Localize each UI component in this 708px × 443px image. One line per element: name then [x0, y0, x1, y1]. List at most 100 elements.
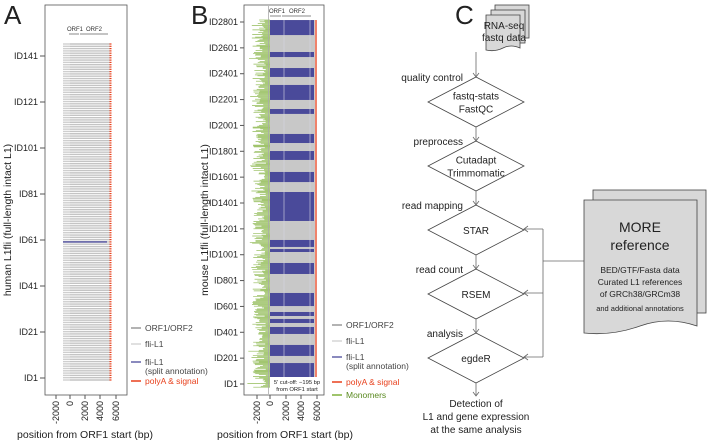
input-line2: fastq data — [482, 33, 526, 44]
split-annotation-band — [270, 326, 314, 334]
split-annotation-band — [270, 311, 314, 316]
panel-c-label: C — [455, 0, 474, 30]
y-tick-label: ID601 — [214, 301, 238, 311]
legend-split: fli-L1 — [346, 352, 365, 362]
reference-line1: BED/GTF/Fasta data — [600, 265, 680, 275]
split-annotation-band — [270, 249, 314, 252]
split-annotation-band — [270, 262, 314, 274]
cutoff-note-line1: 5' cut-off: −195 bp — [274, 380, 320, 386]
x-tick-label: 0 — [265, 401, 275, 406]
legend-polya: polyA & signal — [346, 377, 400, 387]
split-annotation-band — [270, 68, 314, 77]
y-tick-label: ID81 — [19, 189, 38, 199]
reference-line4: and additional annotations — [596, 304, 684, 313]
legend-split-sub: (split annotation) — [145, 366, 208, 376]
reference-document: MORE reference BED/GTF/Fasta data Curate… — [583, 189, 707, 335]
orf2-label: ORF2 — [86, 27, 103, 33]
split-annotation-band — [270, 84, 314, 100]
x-tick-label: 6000 — [111, 401, 121, 421]
panel-b-x-ticks: -2000 0 2000 4000 6000 — [252, 395, 322, 424]
panel-a-x-ticks: -2000 0 2000 4000 6000 — [51, 395, 121, 424]
tool-label: egdeR — [461, 354, 490, 365]
panel-c: C RNA-seq fastq data quality control fast… — [401, 0, 707, 436]
split-annotation-band — [270, 344, 314, 356]
x-tick-label: 2000 — [281, 401, 291, 421]
y-tick-label: ID2001 — [209, 120, 238, 130]
panel-a-y-label: human L1fli (full-length intact L1) — [2, 144, 14, 296]
panel-b-rows — [247, 19, 317, 388]
reference-title2: reference — [610, 237, 669, 253]
y-tick-label: ID141 — [14, 51, 38, 61]
x-tick-label: 2000 — [80, 401, 90, 421]
panel-a-y-ticks: ID141 ID121 ID101 ID81 ID61 ID41 ID21 ID1 — [14, 51, 45, 383]
legend-fli: fli-L1 — [346, 336, 365, 346]
y-tick-label: ID41 — [19, 281, 38, 291]
y-tick-label: ID201 — [214, 353, 238, 363]
orf1-label: ORF1 — [67, 27, 84, 33]
legend-split-sub: (split annotation) — [346, 361, 409, 371]
tool-label: RSEM — [462, 290, 491, 301]
split-annotation-band — [270, 292, 314, 307]
x-tick-label: -2000 — [51, 401, 61, 424]
panel-b-legend: ORF1/ORF2 fli-L1 fli-L1 (split annotatio… — [332, 320, 409, 400]
reference-line2: Curated L1 references — [598, 277, 683, 287]
legend-mono: Monomers — [346, 390, 386, 400]
x-tick-label: 4000 — [296, 401, 306, 421]
y-tick-label: ID61 — [19, 235, 38, 245]
reference-connector — [523, 225, 584, 361]
stage-label: quality control — [401, 73, 463, 84]
y-tick-label: ID401 — [214, 327, 238, 337]
y-tick-label: ID1 — [224, 379, 238, 389]
y-tick-label: ID2201 — [209, 95, 238, 105]
y-tick-label: ID2401 — [209, 69, 238, 79]
x-tick-label: -2000 — [252, 401, 262, 424]
panel-b-y-ticks: ID2801 ID2601 ID2401 ID2201 ID2001 ID1801 ID16… — [209, 17, 244, 389]
x-tick-label: 0 — [65, 401, 75, 406]
input-line1: RNA-seq — [484, 21, 525, 32]
panel-a-label: A — [4, 0, 22, 30]
panel-a: A ORF1 ORF2 ID141ID121ID101ID81ID61ID41I… — [2, 0, 208, 441]
x-tick-label: 4000 — [95, 401, 105, 421]
y-tick-label: ID1001 — [209, 250, 238, 260]
tool-label: STAR — [463, 226, 489, 237]
panel-b-x-label: position from ORF1 start (bp) — [217, 429, 353, 441]
output-line3: at the same analysis — [430, 425, 521, 436]
legend-orf: ORF1/ORF2 — [145, 323, 193, 333]
panel-b-y-label: mouse L1fli (full-length intact L1) — [199, 144, 211, 296]
tool-label: Trimmomatic — [447, 169, 504, 180]
stage-label: analysis — [427, 329, 463, 340]
split-annotation-band — [270, 51, 314, 58]
panel-a-legend: ORF1/ORF2 fli-L1 fli-L1 (split annotatio… — [131, 323, 208, 386]
panel-b: B ORF1 ORF2 5' cut-off: −195 bp from ORF… — [191, 0, 409, 441]
panel-a-rows — [63, 43, 112, 381]
y-tick-label: ID121 — [14, 97, 38, 107]
y-tick-label: ID1801 — [209, 146, 238, 156]
y-tick-label: ID1601 — [209, 172, 238, 182]
split-annotation-band — [270, 151, 314, 160]
input-document-stack: RNA-seq fastq data — [482, 4, 530, 52]
cutoff-note-line2: from ORF1 start — [276, 387, 318, 393]
legend-split: fli-L1 — [145, 357, 164, 367]
tool-label: fastq-stats — [453, 92, 499, 103]
legend-orf: ORF1/ORF2 — [346, 320, 394, 330]
orf1-label: ORF1 — [269, 9, 286, 15]
split-annotation-band — [270, 192, 314, 221]
y-tick-label: ID801 — [214, 276, 238, 286]
reference-title1: MORE — [619, 219, 661, 235]
reference-line3: of GRCh38/GRCm38 — [600, 289, 681, 299]
x-tick-label: 6000 — [312, 401, 322, 421]
cutoff-note-bg — [270, 377, 323, 393]
output-line2: L1 and gene expression — [423, 412, 530, 423]
stage-label: read mapping — [402, 201, 463, 212]
orf2-label: ORF2 — [289, 9, 306, 15]
panel-a-x-label: position from ORF1 start (bp) — [17, 429, 153, 441]
panel-b-label: B — [191, 0, 208, 30]
split-annotation-band — [270, 20, 314, 36]
split-annotation-band — [270, 171, 314, 183]
y-tick-label: ID1401 — [209, 198, 238, 208]
split-annotation-band — [270, 318, 314, 323]
legend-polya: polyA & signal — [145, 376, 199, 386]
y-tick-label: ID2601 — [209, 43, 238, 53]
legend-fli: fli-L1 — [145, 339, 164, 349]
